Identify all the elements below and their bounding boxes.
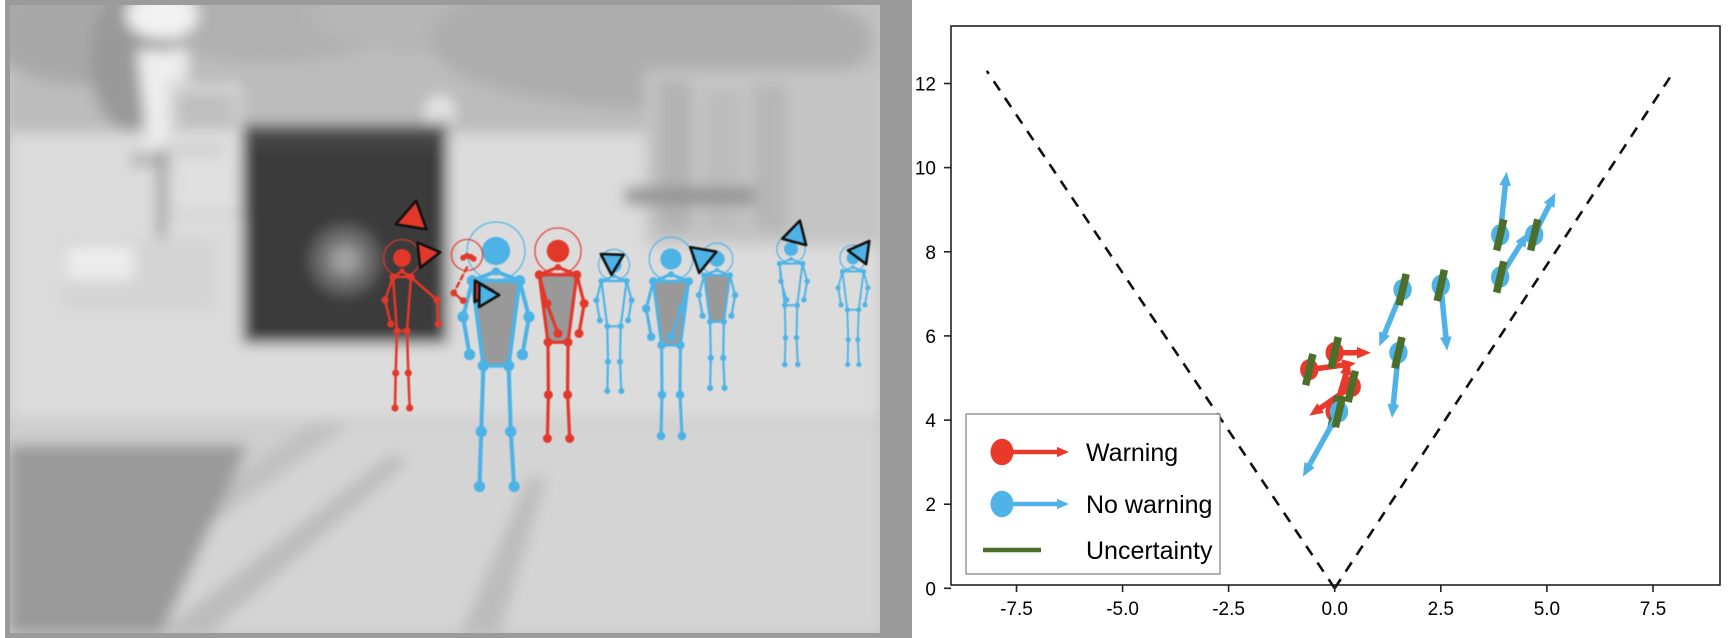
svg-text:7.5: 7.5: [1640, 599, 1666, 620]
svg-text:Uncertainty: Uncertainty: [1086, 537, 1213, 565]
svg-text:0: 0: [925, 579, 936, 600]
svg-text:Warning: Warning: [1086, 439, 1178, 467]
svg-text:No warning: No warning: [1086, 491, 1212, 519]
svg-text:-7.5: -7.5: [1000, 599, 1033, 620]
svg-text:2.5: 2.5: [1428, 599, 1454, 620]
svg-text:10: 10: [915, 159, 936, 180]
svg-text:5.0: 5.0: [1534, 599, 1560, 620]
svg-text:-5.0: -5.0: [1106, 599, 1139, 620]
svg-text:0.0: 0.0: [1321, 599, 1347, 620]
svg-text:8: 8: [925, 243, 936, 264]
svg-text:12: 12: [915, 75, 936, 96]
svg-text:4: 4: [925, 411, 936, 432]
svg-text:-2.5: -2.5: [1212, 599, 1245, 620]
svg-text:6: 6: [925, 327, 936, 348]
svg-text:2: 2: [925, 495, 936, 516]
